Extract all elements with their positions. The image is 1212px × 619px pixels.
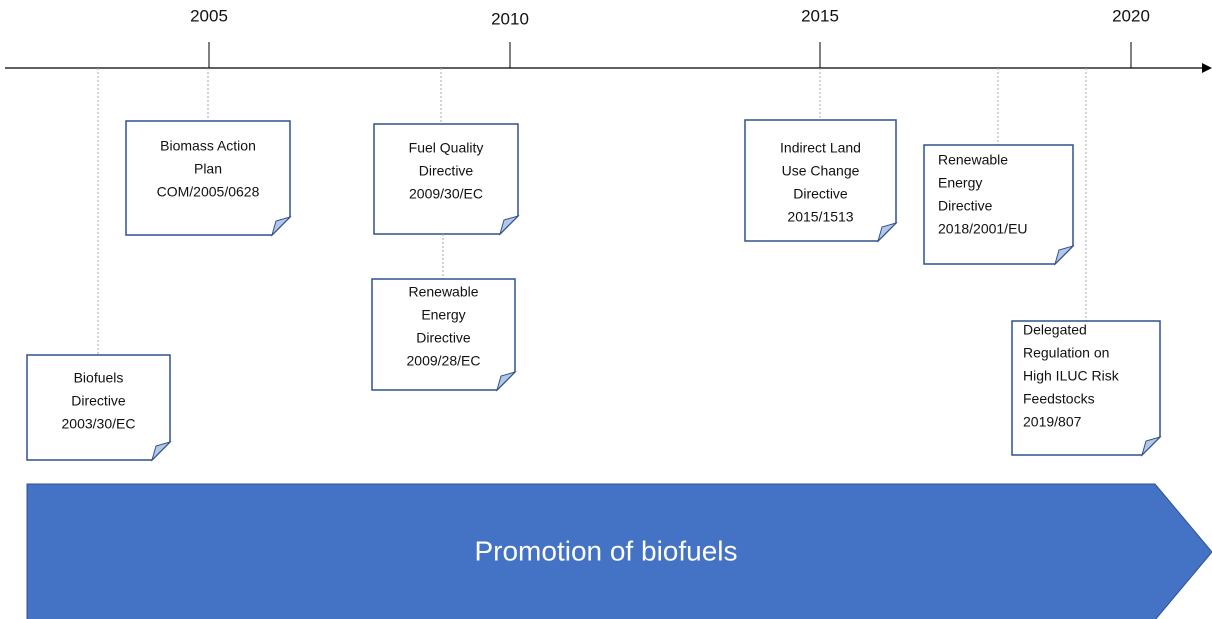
event-text: Energy: [938, 175, 982, 191]
note-fold: [495, 370, 517, 392]
event-text: High ILUC Risk: [1023, 368, 1120, 384]
event-text: Fuel Quality: [409, 140, 484, 156]
event-text: 2018/2001/EU: [938, 221, 1028, 237]
year-label: 2010: [491, 9, 529, 28]
note-fold: [498, 214, 520, 236]
note-fold: [1053, 244, 1075, 266]
axis-arrow: [1202, 63, 1212, 73]
note-fold: [876, 221, 898, 243]
banner-text: Promotion of biofuels: [474, 535, 737, 566]
note-fold: [150, 440, 172, 462]
year-label: 2020: [1112, 6, 1150, 25]
event-text: Biomass Action: [160, 138, 256, 154]
event-text: Regulation on: [1023, 345, 1109, 361]
event-text: Use Change: [782, 163, 860, 179]
event-text: Renewable: [408, 284, 478, 300]
event-text: Directive: [793, 186, 848, 202]
event-text: 2009/28/EC: [407, 353, 481, 369]
note-fold: [270, 215, 292, 237]
event-text: 2019/807: [1023, 414, 1082, 430]
event-text: Feedstocks: [1023, 391, 1095, 407]
event-text: Directive: [416, 330, 471, 346]
event-text: 2003/30/EC: [62, 416, 136, 432]
event-text: Plan: [194, 161, 222, 177]
event-text: Delegated: [1023, 322, 1087, 338]
note-box: [1011, 320, 1161, 456]
year-label: 2015: [801, 6, 839, 25]
event-text: Directive: [71, 393, 126, 409]
year-label: 2005: [190, 6, 228, 25]
event-text: Renewable: [938, 152, 1008, 168]
event-text: COM/2005/0628: [157, 184, 260, 200]
event-text: Indirect Land: [780, 140, 861, 156]
event-text: 2009/30/EC: [409, 186, 483, 202]
event-text: Energy: [421, 307, 465, 323]
note-fold: [1140, 435, 1162, 457]
banner-arrow: [26, 483, 1212, 619]
event-text: Biofuels: [74, 370, 124, 386]
event-text: 2015/1513: [787, 209, 853, 225]
event-text: Directive: [419, 163, 474, 179]
event-text: Directive: [938, 198, 993, 214]
